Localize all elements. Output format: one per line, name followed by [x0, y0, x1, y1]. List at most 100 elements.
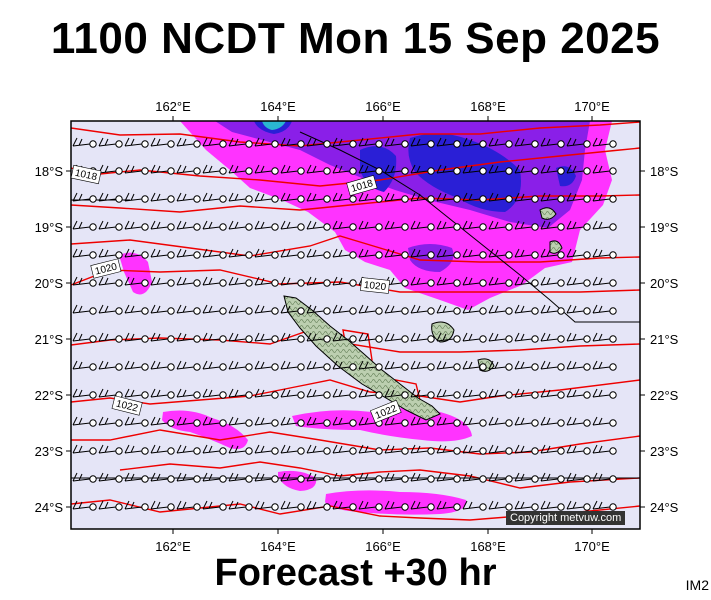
lat-label-right: 24°S [650, 500, 679, 515]
wind-barb [488, 472, 513, 483]
lon-label-top: 162°E [155, 99, 191, 114]
wind-barb [566, 248, 591, 259]
wind-barb [462, 388, 487, 399]
wind-barb [72, 137, 97, 148]
wind-barb [254, 500, 279, 511]
wind-barb [176, 416, 201, 427]
wind-barb [540, 192, 565, 203]
wind-barb [98, 276, 123, 287]
wind-barb [540, 220, 565, 231]
wind-barb [462, 276, 487, 287]
wind-barb [202, 220, 227, 231]
wind-barb [228, 444, 253, 455]
wind-barb [384, 192, 409, 203]
wind-barb [592, 164, 617, 175]
wind-barb [566, 360, 591, 371]
wind-barb [332, 276, 357, 287]
wind-barb [592, 472, 617, 483]
loyalty-islands-land [431, 321, 455, 343]
wind-barb [436, 137, 461, 148]
wind-barb [98, 416, 123, 427]
wind-barb [176, 304, 201, 315]
wind-barb [332, 388, 357, 399]
wind-barb [436, 416, 461, 427]
wind-barb [410, 388, 435, 399]
wind-barb [124, 304, 149, 315]
wind-barb [228, 332, 253, 343]
wind-barb [592, 304, 617, 315]
wind-barb [228, 500, 253, 511]
lon-label-bottom: 168°E [470, 539, 506, 554]
wind-barb [488, 332, 513, 343]
lat-label-right: 22°S [650, 388, 679, 403]
wind-barb [72, 192, 97, 203]
wind-barb [514, 137, 539, 148]
copyright-badge: Copyright metvuw.com [506, 511, 626, 525]
wind-barb [566, 472, 591, 483]
wind-barb [98, 248, 123, 259]
wind-barb [592, 388, 617, 399]
svg-text:1022: 1022 [115, 398, 140, 414]
wind-barb [358, 360, 383, 371]
wind-barb [436, 192, 461, 203]
wind-barb [280, 220, 305, 231]
wind-barb [462, 472, 487, 483]
wind-barb [488, 416, 513, 427]
new-caledonia-land [283, 295, 441, 421]
wind-barb [540, 416, 565, 427]
wind-barb [566, 388, 591, 399]
wind-barb [280, 360, 305, 371]
wind-barb [436, 388, 461, 399]
lat-label-left: 24°S [35, 500, 64, 515]
wind-barb [98, 220, 123, 231]
wind-barb [514, 388, 539, 399]
wind-barb [462, 192, 487, 203]
wind-barb [280, 137, 305, 148]
lat-label-right: 21°S [650, 332, 679, 347]
wind-barb [384, 444, 409, 455]
wind-barb [410, 360, 435, 371]
vanuatu-island-2 [549, 240, 563, 254]
wind-barb [280, 416, 305, 427]
wind-barb [410, 304, 435, 315]
wind-barb [462, 164, 487, 175]
wind-barb [150, 164, 175, 175]
wind-barb [540, 276, 565, 287]
wind-barb [384, 164, 409, 175]
wind-barb [332, 192, 357, 203]
lon-label-top: 170°E [574, 99, 610, 114]
wind-barb [280, 444, 305, 455]
wind-barb [150, 276, 175, 287]
wind-barb [514, 444, 539, 455]
wind-barb [72, 388, 97, 399]
wind-barb [410, 500, 435, 511]
wind-barb [124, 220, 149, 231]
wind-barb [72, 416, 97, 427]
wind-barb [306, 472, 331, 483]
wind-barb [488, 220, 513, 231]
wind-barb [72, 220, 97, 231]
wind-barb [436, 500, 461, 511]
wind-barb [98, 137, 123, 148]
wind-barb [410, 220, 435, 231]
wind-barb [124, 388, 149, 399]
wind-barb [150, 360, 175, 371]
wind-barb [358, 444, 383, 455]
wind-barb [124, 332, 149, 343]
wind-barb [514, 304, 539, 315]
wind-barb [124, 137, 149, 148]
wind-barb [540, 164, 565, 175]
wind-barb [410, 192, 435, 203]
wind-barb [410, 137, 435, 148]
wind-barb [488, 304, 513, 315]
wind-barb [462, 248, 487, 259]
wind-barb [254, 164, 279, 175]
wind-barb [254, 332, 279, 343]
wind-barb [254, 416, 279, 427]
wind-barb [72, 472, 97, 483]
wind-barb [98, 304, 123, 315]
wind-barb [592, 444, 617, 455]
wind-barb [436, 304, 461, 315]
wind-barb [488, 137, 513, 148]
wind-barb [384, 500, 409, 511]
